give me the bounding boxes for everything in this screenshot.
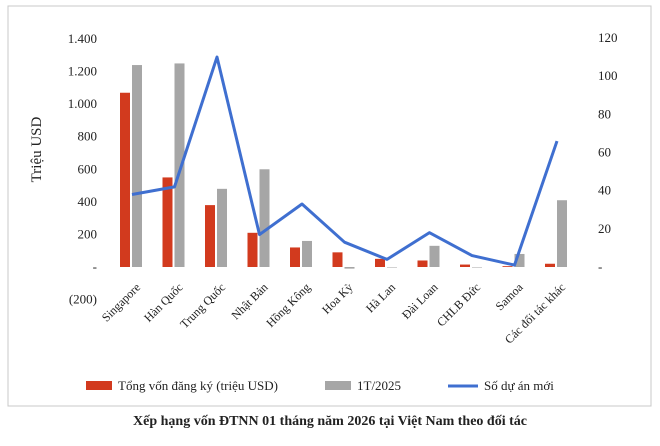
y-tick-label: 800 [78, 129, 98, 144]
y2-tick-label: - [598, 259, 602, 274]
bar-total-2 [205, 205, 215, 267]
legend-swatch-total [86, 381, 112, 390]
legend: Tổng vốn đăng ký (triệu USD) 1T/2025 Số dự… [86, 378, 554, 393]
bar-total-6 [375, 258, 385, 267]
bar-total-10 [545, 263, 555, 267]
bar-total-0 [120, 92, 130, 267]
y-tick-label: 200 [78, 226, 98, 241]
bar-prev-6 [387, 267, 397, 268]
y2-tick-label: 20 [598, 221, 611, 236]
category-label: Hàn Quốc [141, 280, 186, 325]
bar-total-5 [332, 252, 343, 267]
category-label: Trung Quốc [177, 280, 228, 331]
category-label: Đài Loan [399, 280, 441, 322]
y-tick-label: - [93, 259, 97, 274]
chart: (200) - 200 400 600 800 1.000 1.200 1.400 - 20 40 6… [7, 5, 652, 407]
category-label: Hồng Kông [263, 280, 313, 330]
y2-axis-ticks: - 20 40 60 80 100 120 [598, 30, 618, 274]
bar-total-1 [162, 177, 173, 267]
bar-total-8 [460, 264, 470, 267]
plot-frame [7, 5, 652, 407]
bar-total-3 [247, 232, 258, 267]
bar-total-7 [417, 260, 428, 267]
legend-label-total: Tổng vốn đăng ký (triệu USD) [118, 378, 278, 393]
y-tick-label: 400 [78, 194, 98, 209]
y-tick-label: 600 [78, 161, 98, 176]
category-label: Hà Lan [363, 280, 398, 315]
bar-total-9 [502, 266, 513, 267]
bar-prev-0 [132, 65, 142, 267]
bar-total-4 [290, 247, 300, 267]
category-label: CHLB Đức [434, 280, 483, 329]
y-axis-label: Triệu USD [29, 116, 45, 182]
bar-prev-8 [472, 267, 482, 268]
bar-prev-5 [344, 267, 355, 269]
category-label: Samoa [493, 280, 526, 313]
bar-prev-1 [174, 63, 185, 267]
y2-tick-label: 80 [598, 106, 611, 121]
y2-tick-label: 120 [598, 30, 618, 45]
bar-prev-4 [302, 240, 312, 267]
chart-border [7, 5, 652, 407]
y2-tick-label: 100 [598, 68, 618, 83]
bar-prev-10 [557, 200, 567, 267]
bar-prev-7 [429, 245, 440, 267]
y-tick-label: 1.000 [68, 96, 97, 111]
y-tick-label: (200) [69, 292, 97, 307]
bar-prev-2 [217, 188, 227, 267]
legend-swatch-prev [325, 381, 351, 390]
legend-label-line: Số dự án mới [484, 378, 554, 393]
chart-caption: Xếp hạng vốn ĐTNN 01 tháng năm 2026 tại … [133, 414, 527, 429]
bar-prev-3 [259, 169, 270, 267]
line-group [131, 55, 559, 267]
category-label: Singapore [99, 280, 143, 324]
series-line [131, 55, 559, 267]
bars-group [120, 63, 567, 269]
y-tick-label: 1.200 [68, 64, 97, 79]
category-label: Hoa Kỳ [319, 280, 356, 317]
y2-tick-label: 60 [598, 145, 611, 160]
y2-tick-label: 40 [598, 183, 611, 198]
y-tick-label: 1.400 [68, 31, 97, 46]
category-label: Nhật Bản [228, 280, 270, 322]
legend-label-prev: 1T/2025 [357, 378, 401, 393]
y-axis-ticks: (200) - 200 400 600 800 1.000 1.200 1.400 [68, 31, 97, 307]
bar-prev-9 [514, 253, 525, 267]
